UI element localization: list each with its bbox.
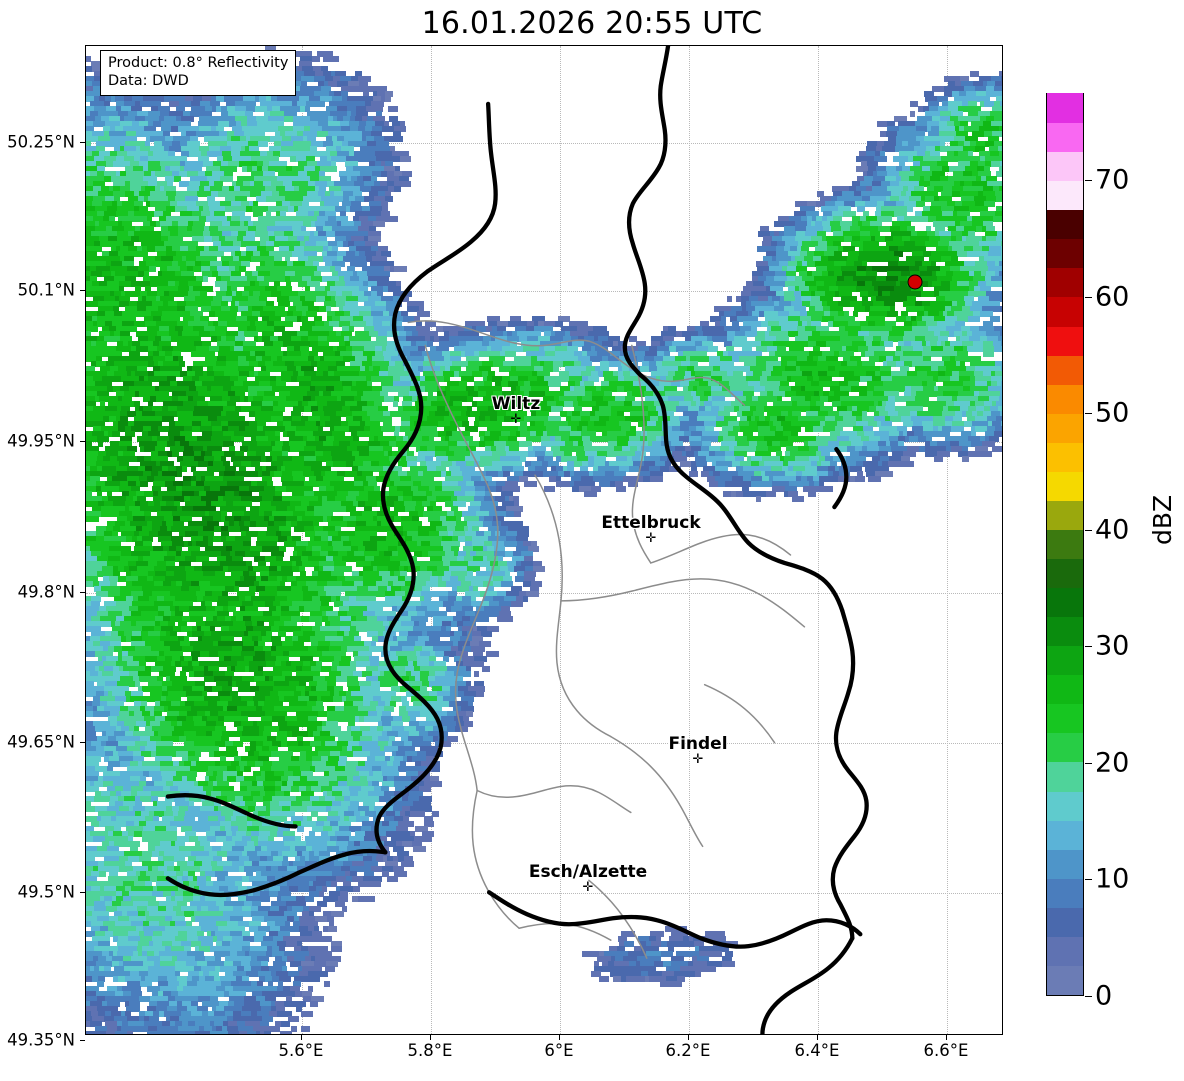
data-source-line: Data: DWD [108, 73, 288, 91]
latitude-tick-label: 50.25°N [7, 133, 75, 152]
colorbar-segment [1047, 645, 1083, 675]
longitude-tick-label: 6.6°E [924, 1041, 969, 1060]
latitude-tick-mark [80, 592, 85, 593]
latitude-tick-label: 49.5°N [18, 883, 75, 902]
map-canvas: Wiltz ✛ Ettelbruck ✛ Findel ✛ Esch/Alzette ✛ [86, 46, 1002, 1034]
longitude-tick-mark [817, 1035, 818, 1040]
colorbar-tick-label: 40 [1095, 514, 1129, 545]
colorbar-segment [1047, 151, 1083, 181]
colorbar-segment [1047, 384, 1083, 414]
colorbar-tick-label: 70 [1095, 165, 1129, 196]
latitude-tick-label: 50.1°N [18, 281, 75, 300]
longitude-tick-mark [688, 1035, 689, 1040]
colorbar-segment [1047, 529, 1083, 559]
colorbar-tick-label: 20 [1095, 747, 1129, 778]
colorbar-tick-label: 0 [1095, 981, 1112, 1012]
colorbar-segment [1047, 820, 1083, 850]
longitude-tick-mark [946, 1035, 947, 1040]
latitude-tick-mark [80, 441, 85, 442]
colorbar-segment [1047, 442, 1083, 472]
colorbar-segment [1047, 878, 1083, 908]
colorbar-segment [1047, 587, 1083, 617]
colorbar-segment [1047, 325, 1083, 355]
latitude-tick-mark [80, 742, 85, 743]
longitude-tick-mark [430, 1035, 431, 1040]
product-line: Product: 0.8° Reflectivity [108, 55, 288, 73]
product-info-box: Product: 0.8° Reflectivity Data: DWD [100, 50, 296, 96]
colorbar-title: dBZ [1148, 495, 1177, 545]
colorbar-tick-mark [1085, 996, 1092, 997]
longitude-tick-label: 6°E [544, 1041, 573, 1060]
colorbar-segment [1047, 209, 1083, 239]
latitude-tick-mark [80, 142, 85, 143]
colorbar-tick-mark [1085, 763, 1092, 764]
latitude-tick-mark [80, 892, 85, 893]
colorbar-segment [1047, 238, 1083, 268]
radar-map-panel[interactable]: Wiltz ✛ Ettelbruck ✛ Findel ✛ Esch/Alzette ✛ [85, 45, 1003, 1035]
colorbar[interactable] [1046, 93, 1084, 996]
colorbar-segment [1047, 965, 1083, 995]
longitude-tick-label: 5.8°E [408, 1041, 453, 1060]
latitude-tick-mark [80, 1040, 85, 1041]
colorbar-segment [1047, 849, 1083, 879]
colorbar-segment [1047, 122, 1083, 152]
colorbar-segment [1047, 500, 1083, 530]
latitude-tick-label: 49.35°N [7, 1031, 75, 1050]
longitude-tick-mark [559, 1035, 560, 1040]
colorbar-tick-label: 60 [1095, 281, 1129, 312]
latitude-tick-label: 49.65°N [7, 733, 75, 752]
colorbar-tick-mark [1085, 297, 1092, 298]
colorbar-segment [1047, 616, 1083, 646]
colorbar-tick-mark [1085, 413, 1092, 414]
colorbar-segment [1047, 790, 1083, 820]
colorbar-segment [1047, 296, 1083, 326]
colorbar-segment [1047, 355, 1083, 385]
colorbar-segment [1047, 471, 1083, 501]
colorbar-tick-mark [1085, 879, 1092, 880]
colorbar-tick-label: 50 [1095, 398, 1129, 429]
latitude-tick-label: 49.95°N [7, 432, 75, 451]
colorbar-tick-mark [1085, 530, 1092, 531]
colorbar-segment [1047, 267, 1083, 297]
radar-site-layer [86, 46, 1002, 1034]
colorbar-tick-label: 30 [1095, 631, 1129, 662]
latitude-tick-mark [80, 290, 85, 291]
colorbar-segment [1047, 907, 1083, 937]
colorbar-segment [1047, 936, 1083, 966]
longitude-tick-mark [301, 1035, 302, 1040]
colorbar-gradient [1047, 94, 1083, 995]
colorbar-segment [1047, 413, 1083, 443]
page-title: 16.01.2026 20:55 UTC [0, 6, 1184, 41]
colorbar-tick-label: 10 [1095, 864, 1129, 895]
longitude-tick-label: 6.4°E [795, 1041, 840, 1060]
colorbar-tick-mark [1085, 180, 1092, 181]
colorbar-segment [1047, 732, 1083, 762]
colorbar-segment [1047, 761, 1083, 791]
latitude-tick-label: 49.8°N [18, 583, 75, 602]
colorbar-segment [1047, 703, 1083, 733]
longitude-tick-label: 6.2°E [666, 1041, 711, 1060]
colorbar-segment [1047, 674, 1083, 704]
colorbar-segment [1047, 93, 1083, 123]
colorbar-segment [1047, 558, 1083, 588]
colorbar-segment [1047, 180, 1083, 210]
radar-site-dot-icon[interactable] [908, 275, 923, 290]
longitude-tick-label: 5.6°E [279, 1041, 324, 1060]
colorbar-tick-mark [1085, 646, 1092, 647]
